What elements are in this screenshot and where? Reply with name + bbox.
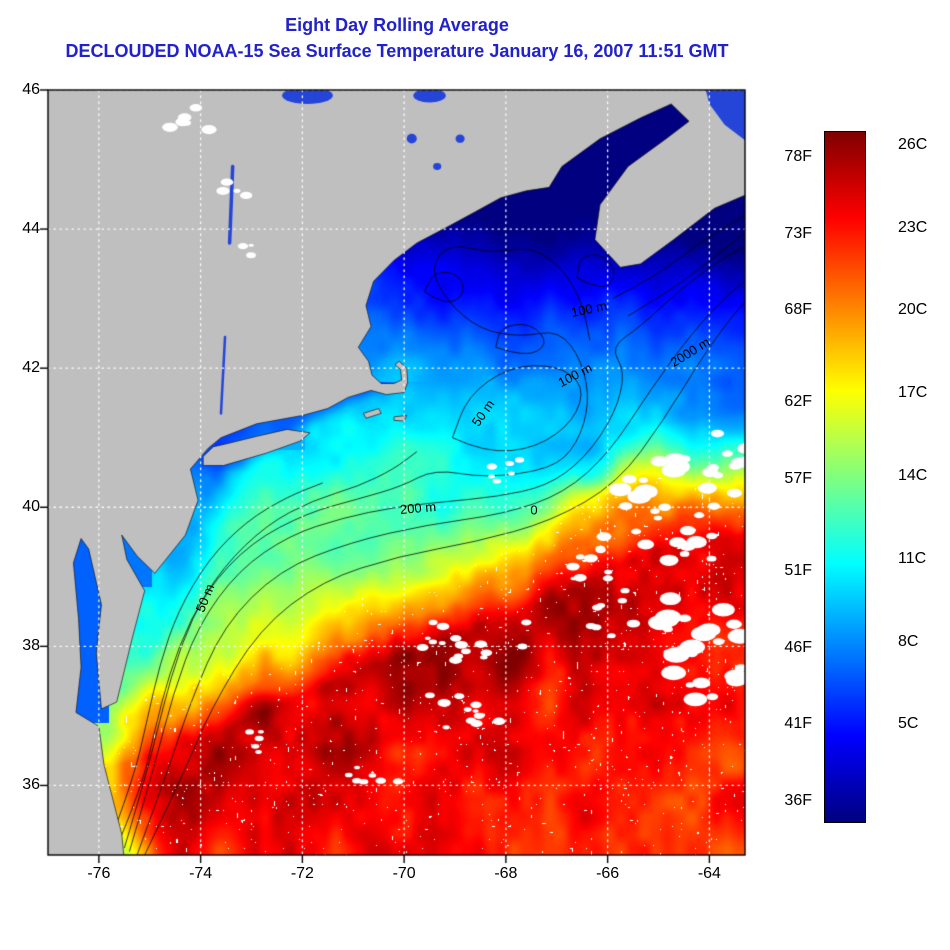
colorbar-c-label: 17C bbox=[898, 384, 928, 402]
colorbar-c-label: 26C bbox=[898, 135, 928, 153]
colorbar-f-label: 51F bbox=[784, 562, 812, 580]
y-tick-label: 44 bbox=[22, 220, 40, 238]
x-tick-label: -76 bbox=[87, 865, 111, 882]
contour-depth-label: 200 m bbox=[399, 498, 437, 518]
x-tick-label: -72 bbox=[290, 865, 314, 882]
colorbar-c-label: 11C bbox=[898, 549, 927, 567]
temperature-colorbar bbox=[824, 131, 866, 823]
colorbar-f-label: 73F bbox=[784, 224, 812, 242]
y-tick-label: 38 bbox=[22, 637, 40, 655]
colorbar-c-label: 20C bbox=[898, 301, 928, 319]
colorbar-c-label: 8C bbox=[898, 632, 919, 650]
colorbar-c-label: 5C bbox=[898, 715, 919, 733]
contour-depth-label: 0 bbox=[530, 502, 538, 518]
x-tick-label: -64 bbox=[697, 865, 721, 882]
x-tick-label: -74 bbox=[189, 865, 213, 882]
colorbar-f-label: 78F bbox=[784, 148, 812, 166]
chart-header: Eight Day Rolling Average DECLOUDED NOAA… bbox=[0, 12, 794, 64]
colorbar-c-label: 14C bbox=[898, 467, 928, 484]
y-tick-label: 42 bbox=[22, 359, 40, 377]
colorbar-f-label: 68F bbox=[784, 301, 812, 319]
y-tick-label: 40 bbox=[22, 498, 40, 516]
x-tick-label: -70 bbox=[392, 865, 416, 882]
colorbar-f-label: 46F bbox=[784, 638, 812, 656]
colorbar-f-label: 62F bbox=[784, 393, 812, 411]
y-tick-label: 46 bbox=[22, 81, 40, 98]
colorbar-f-label: 36F bbox=[784, 792, 812, 810]
chart-subtitle: DECLOUDED NOAA-15 Sea Surface Temperatur… bbox=[65, 41, 729, 61]
x-tick-label: -68 bbox=[494, 865, 518, 882]
chart-title: Eight Day Rolling Average bbox=[285, 15, 509, 35]
x-tick-label: -66 bbox=[596, 865, 620, 882]
colorbar-f-label: 41F bbox=[784, 715, 812, 733]
colorbar-f-label: 57F bbox=[784, 470, 812, 488]
y-tick-label: 36 bbox=[22, 776, 40, 794]
colorbar-c-label: 23C bbox=[898, 218, 928, 236]
